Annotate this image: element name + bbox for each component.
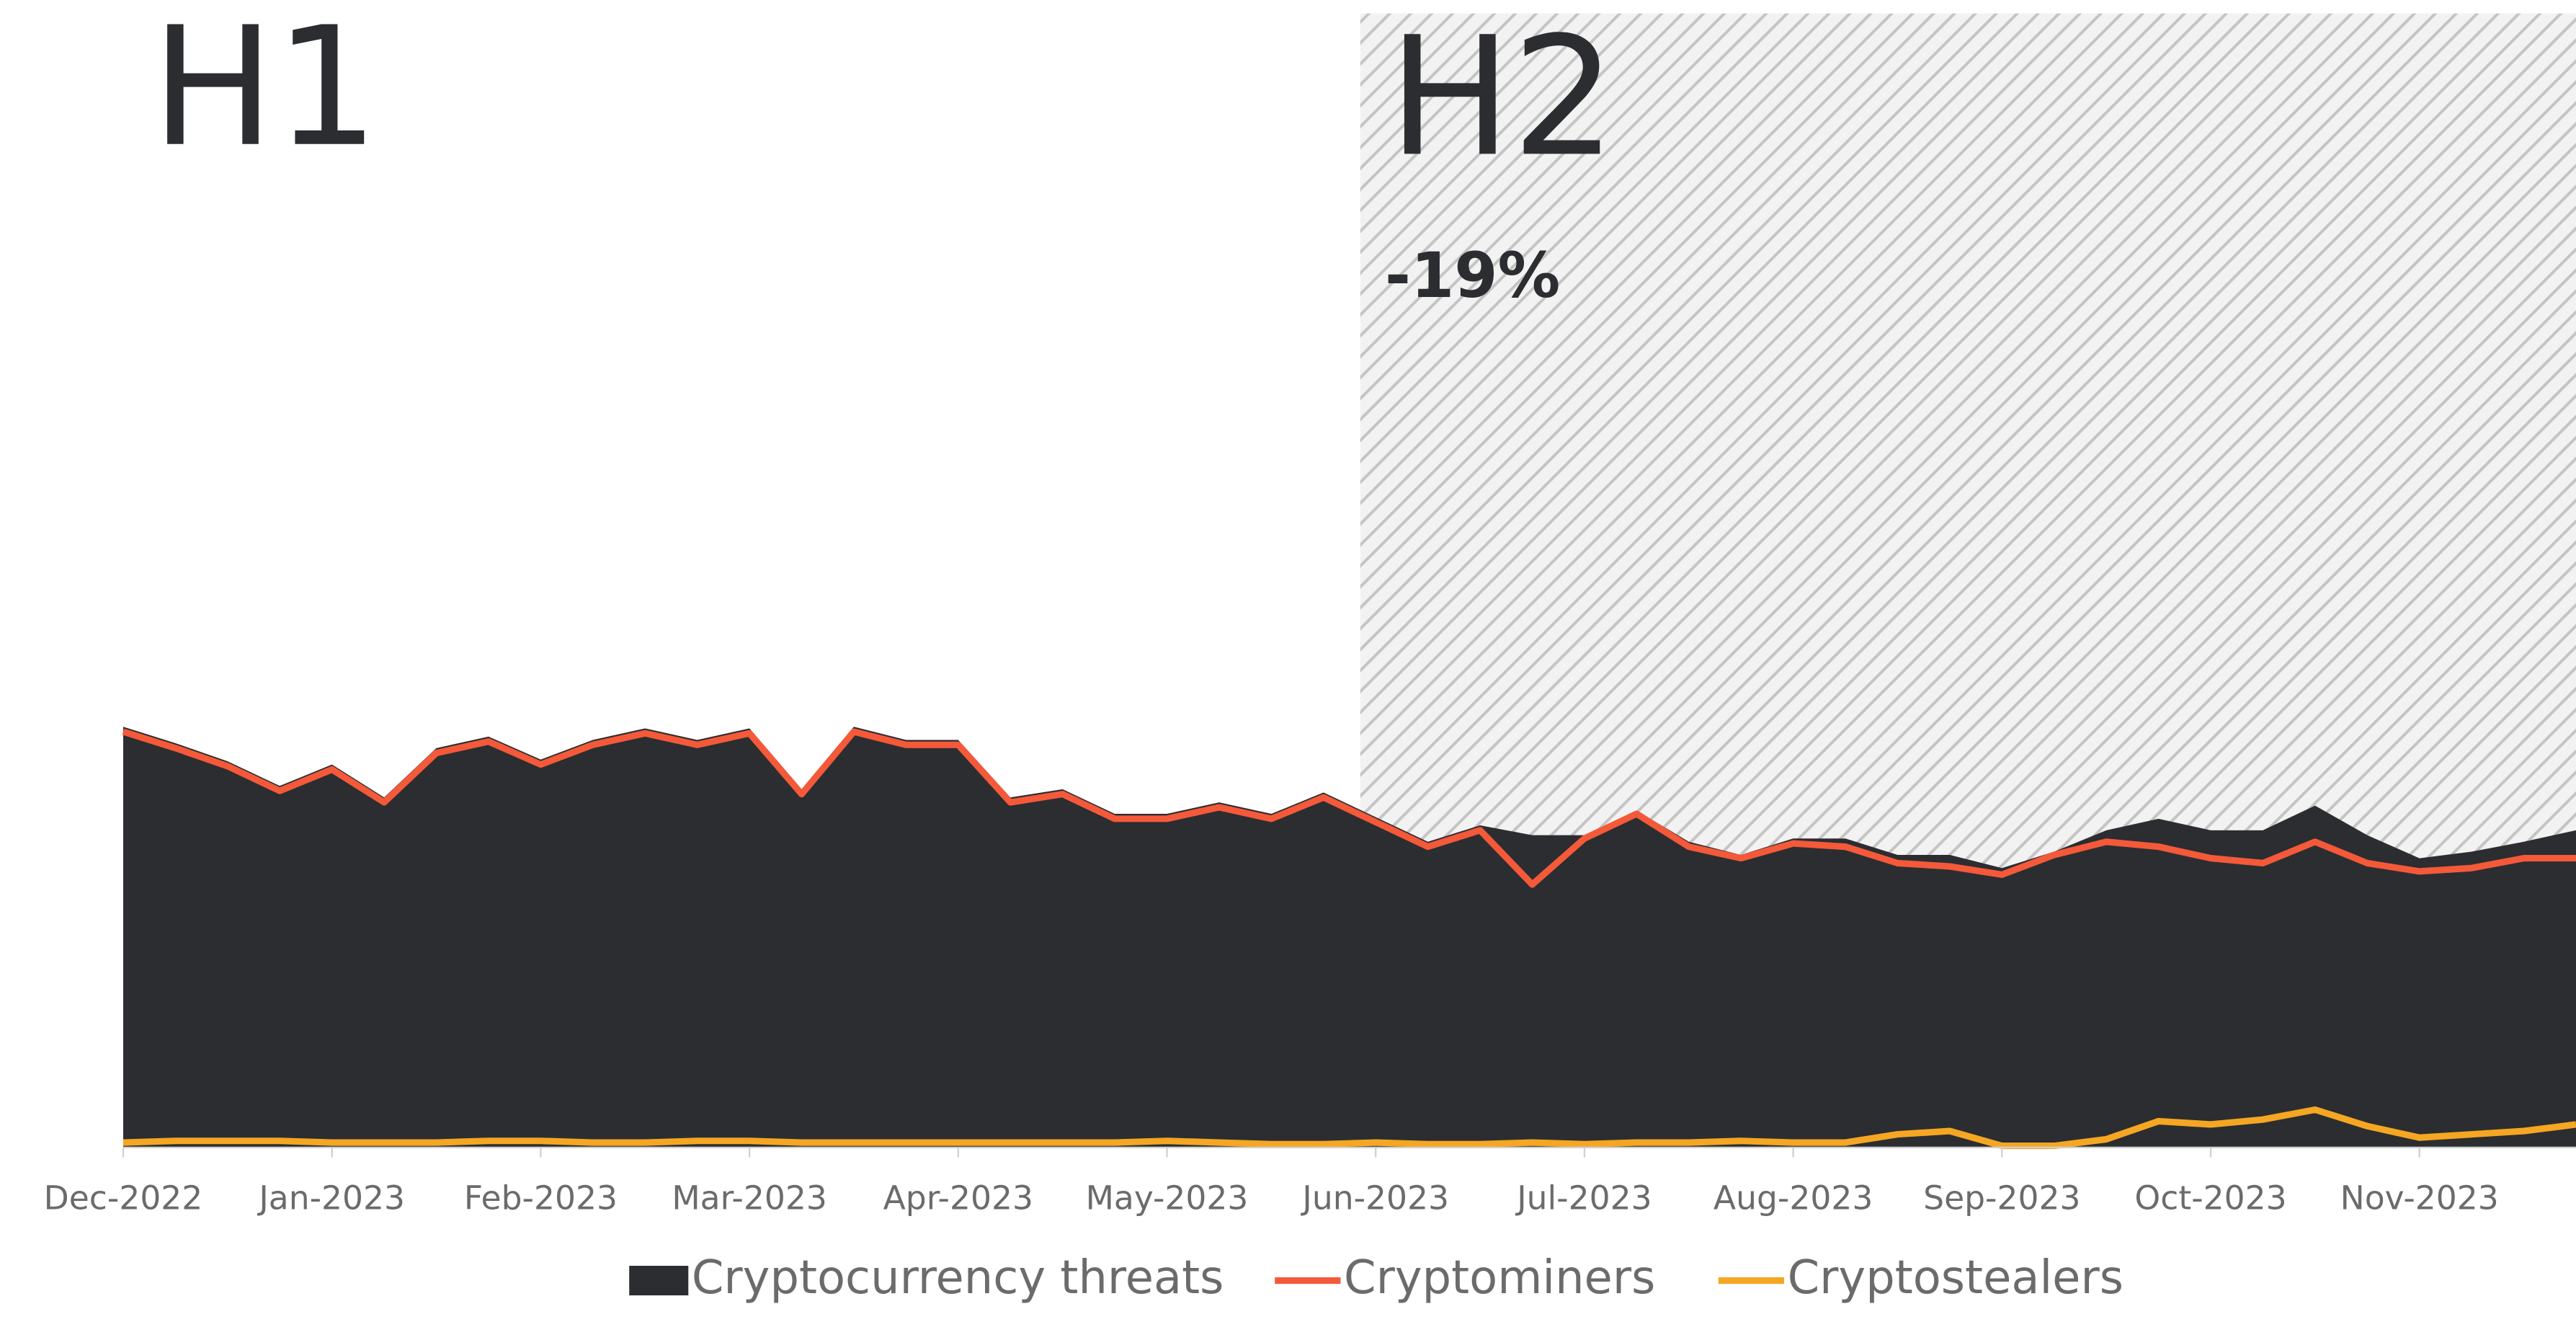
x-tick-label: Aug-2023 (1713, 1179, 1873, 1217)
h2-label: H2 (1389, 1, 1616, 192)
plot (122, 727, 2576, 1150)
x-axis: Dec-2022 Jan-2023 Feb-2023 Mar-2023 Apr-2023… (44, 1146, 2576, 1217)
h1-label: H1 (151, 0, 379, 183)
series-line (122, 728, 2576, 888)
threats-area (122, 727, 2576, 1148)
x-tick-label: Sep-2023 (1923, 1179, 2080, 1217)
x-tick-label: Jan-2023 (257, 1179, 405, 1217)
x-tick-label: Nov-2023 (2340, 1179, 2499, 1217)
legend-label: Cryptostealers (1788, 1251, 2123, 1305)
x-tick-label: Mar-2023 (672, 1179, 827, 1217)
x-tick-label: May-2023 (1086, 1179, 1249, 1217)
x-tick-label: Apr-2023 (883, 1179, 1033, 1217)
x-tick-label: Jun-2023 (1300, 1179, 1449, 1217)
legend-label: Cryptominers (1344, 1251, 1655, 1305)
x-tick-label: Feb-2023 (464, 1179, 618, 1217)
x-tick-label: Oct-2023 (2134, 1179, 2286, 1217)
legend-swatch (629, 1266, 689, 1296)
legend-label: Cryptocurrency threats (692, 1251, 1224, 1305)
x-tick-label: Jul-2023 (1515, 1179, 1652, 1217)
x-tick-label: Dec-2022 (44, 1179, 203, 1217)
legend: Cryptocurrency threats Cryptominers Crypto… (629, 1251, 2123, 1305)
h2-change: -19% (1385, 240, 1560, 312)
series-line (122, 1106, 2576, 1150)
